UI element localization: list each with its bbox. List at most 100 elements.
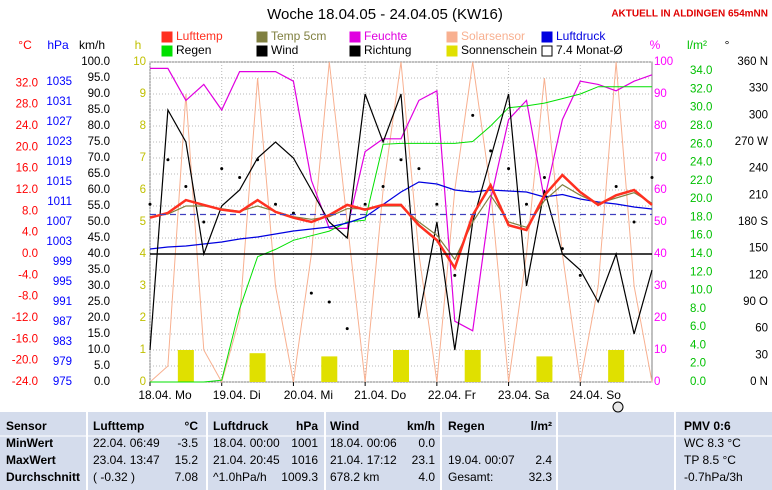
- y-tick-label: 24.0: [690, 157, 712, 169]
- y-tick-label: 75.0: [88, 136, 110, 148]
- y-tick-label: 5.0: [94, 360, 110, 372]
- y-tick-label: 16.0: [690, 230, 712, 242]
- table-cell: 23.04. 13:47: [93, 453, 160, 467]
- direction-point: [399, 158, 403, 162]
- y-tick-label: 240: [749, 163, 768, 175]
- y-tick-label: -24.0: [12, 376, 38, 388]
- y-tick-label: -12.0: [12, 312, 38, 324]
- y-tick-label: 987: [53, 316, 72, 328]
- y-tick-label: 8.0: [690, 303, 706, 315]
- table-cell: 21.04. 20:45: [213, 453, 280, 467]
- y-tick-label: -4.0: [18, 269, 38, 281]
- y-tick-label: 4.0: [690, 339, 706, 351]
- legend-label: Lufttemp: [176, 29, 223, 43]
- y-tick-label: 4.0: [22, 227, 38, 239]
- y-tick-label: 35.0: [88, 264, 110, 276]
- y-tick-label: 16.0: [16, 163, 38, 175]
- table-cell: Gesamt:: [448, 470, 493, 484]
- x-tick-label: 20.04. Mi: [284, 388, 333, 402]
- y-tick-label: 15.0: [88, 328, 110, 340]
- table-header: Lufttemp: [93, 419, 144, 433]
- y-tick-label: 100.0: [81, 56, 110, 68]
- y-tick-label: 70: [654, 152, 667, 164]
- y-tick-label: 40: [654, 248, 667, 260]
- y-tick-label: 360 N: [737, 56, 768, 68]
- direction-point: [238, 176, 242, 180]
- direction-point: [614, 184, 618, 188]
- y-tick-label: 5: [140, 216, 146, 228]
- y-tick-label: 999: [53, 256, 72, 268]
- y-tick-label: 12.0: [16, 184, 38, 196]
- table-cell: 23.1: [412, 453, 436, 467]
- y-tick-label: -16.0: [12, 333, 38, 345]
- y-tick-label: 7: [140, 152, 146, 164]
- y-tick-label: 26.0: [690, 138, 712, 150]
- legend-label: Richtung: [364, 43, 411, 57]
- y-tick-label: 995: [53, 276, 72, 288]
- y-tick-label: 50: [654, 216, 667, 228]
- y-tick-label: 20.0: [16, 141, 38, 153]
- table-cell: 21.04. 17:12: [330, 453, 397, 467]
- y-tick-label: 975: [53, 376, 72, 388]
- stats-table: Sensor Lufttemp °C Luftdruck hPa Wind km/h Rege…: [0, 412, 772, 490]
- sunshine-bar: [393, 350, 409, 382]
- y-tick-label: 34.0: [690, 65, 712, 77]
- x-tick-label: 23.04. Sa: [498, 388, 550, 402]
- y-tick-label: 3: [140, 280, 146, 292]
- y-tick-label: 80.0: [88, 120, 110, 132]
- y-tick-label: -8.0: [18, 291, 38, 303]
- table-cell: ( -0.32 ): [93, 470, 135, 484]
- direction-point: [202, 220, 206, 224]
- table-cell: 1009.3: [281, 470, 318, 484]
- direction-point: [578, 273, 582, 277]
- y-tick-label: 18.0: [690, 211, 712, 223]
- y-tick-label: 1: [140, 344, 146, 356]
- y-tick-label: 2.0: [690, 358, 706, 370]
- legend-label: Regen: [176, 43, 211, 57]
- table-cell: 2.4: [535, 453, 552, 467]
- direction-point: [166, 158, 170, 162]
- y-tick-label: 10: [133, 56, 146, 68]
- y-tick-label: 32.0: [690, 83, 712, 95]
- y-tick-label: 32.0: [16, 77, 38, 89]
- y-tick-label: 0: [140, 376, 146, 388]
- y-tick-label: 90: [654, 88, 667, 100]
- table-cell: 1016: [291, 453, 318, 467]
- direction-point: [220, 167, 224, 171]
- y-tick-label: 45.0: [88, 232, 110, 244]
- direction-point: [453, 273, 457, 277]
- series-line: [150, 67, 653, 332]
- y-tick-label: 60: [654, 184, 667, 196]
- legend-swatch: [446, 31, 458, 43]
- table-header: Wind: [330, 419, 359, 433]
- axis-unit: hPa: [47, 38, 69, 52]
- y-tick-label: 20.0: [88, 312, 110, 324]
- direction-point: [256, 158, 260, 162]
- x-tick-label: 21.04. Do: [354, 388, 406, 402]
- table-header: l/m²: [531, 419, 552, 433]
- y-tick-label: 1007: [46, 216, 72, 228]
- legend-label: Luftdruck: [556, 29, 606, 43]
- y-tick-label: 270 W: [735, 136, 768, 148]
- y-tick-label: 95.0: [88, 72, 110, 84]
- direction-point: [507, 167, 511, 171]
- y-tick-label: 20: [654, 312, 667, 324]
- table-cell: 7.08: [175, 470, 199, 484]
- y-tick-label: 0.0: [94, 376, 110, 388]
- y-tick-label: 90.0: [88, 88, 110, 100]
- y-tick-label: 1011: [47, 196, 72, 208]
- axis-unit: °: [725, 38, 730, 52]
- cursor-marker[interactable]: [612, 401, 624, 413]
- y-tick-label: 30.0: [88, 280, 110, 292]
- legend-label: Sonnenschein: [461, 43, 537, 57]
- y-tick-label: 24.0: [16, 120, 38, 132]
- table-cell: -0.7hPa/3h: [684, 470, 743, 484]
- table-cell: -3.5: [177, 436, 198, 450]
- legend-swatch: [541, 31, 553, 43]
- y-tick-label: 330: [749, 83, 768, 95]
- table-cell: 678.2 km: [330, 470, 379, 484]
- legend-swatch: [161, 31, 173, 43]
- y-tick-label: 70.0: [88, 152, 110, 164]
- y-tick-label: 6.0: [690, 321, 706, 333]
